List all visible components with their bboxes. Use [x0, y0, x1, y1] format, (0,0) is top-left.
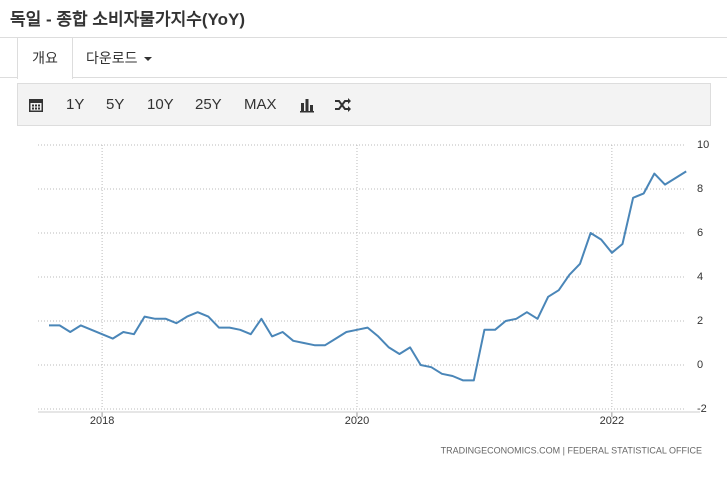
calendar-icon[interactable]	[28, 97, 44, 113]
source-note: TRADINGECONOMICS.COM | FEDERAL STATISTIC…	[441, 445, 702, 455]
toolbar: 1Y 5Y 10Y 25Y MAX	[17, 83, 711, 126]
y-tick-label: 10	[697, 139, 709, 151]
y-tick-label: 0	[697, 359, 703, 371]
tab[interactable]: 다운로드	[86, 38, 152, 78]
line-series	[49, 170, 687, 382]
y-tick-label: 4	[697, 271, 703, 283]
tab-bar: 개요 다운로드	[0, 37, 727, 79]
shuffle-icon[interactable]	[334, 97, 352, 113]
range-button[interactable]: 1Y	[66, 96, 85, 113]
y-tick-label: -2	[697, 403, 707, 415]
tab-label[interactable]: 다운로드	[86, 50, 138, 66]
range-button[interactable]: 10Y	[147, 96, 174, 113]
tab[interactable]: 개요	[17, 38, 73, 79]
y-tick-label: 2	[697, 315, 703, 327]
y-tick-label: 6	[697, 227, 703, 239]
y-tick-label: 8	[697, 183, 703, 195]
range-button[interactable]: 25Y	[195, 96, 222, 113]
x-tick-label: 2020	[345, 415, 369, 427]
x-tick-label: 2022	[600, 415, 624, 427]
range-button[interactable]: MAX	[244, 96, 277, 113]
page-title: 독일 - 종합 소비자물가지수(YoY)	[10, 10, 245, 29]
range-button[interactable]: 5Y	[106, 96, 125, 113]
caret	[143, 57, 152, 62]
bar-chart-icon[interactable]	[299, 97, 315, 113]
x-tick-label: 2018	[90, 415, 114, 427]
chart: TRADINGECONOMICS.COM | FEDERAL STATISTIC…	[38, 139, 709, 455]
